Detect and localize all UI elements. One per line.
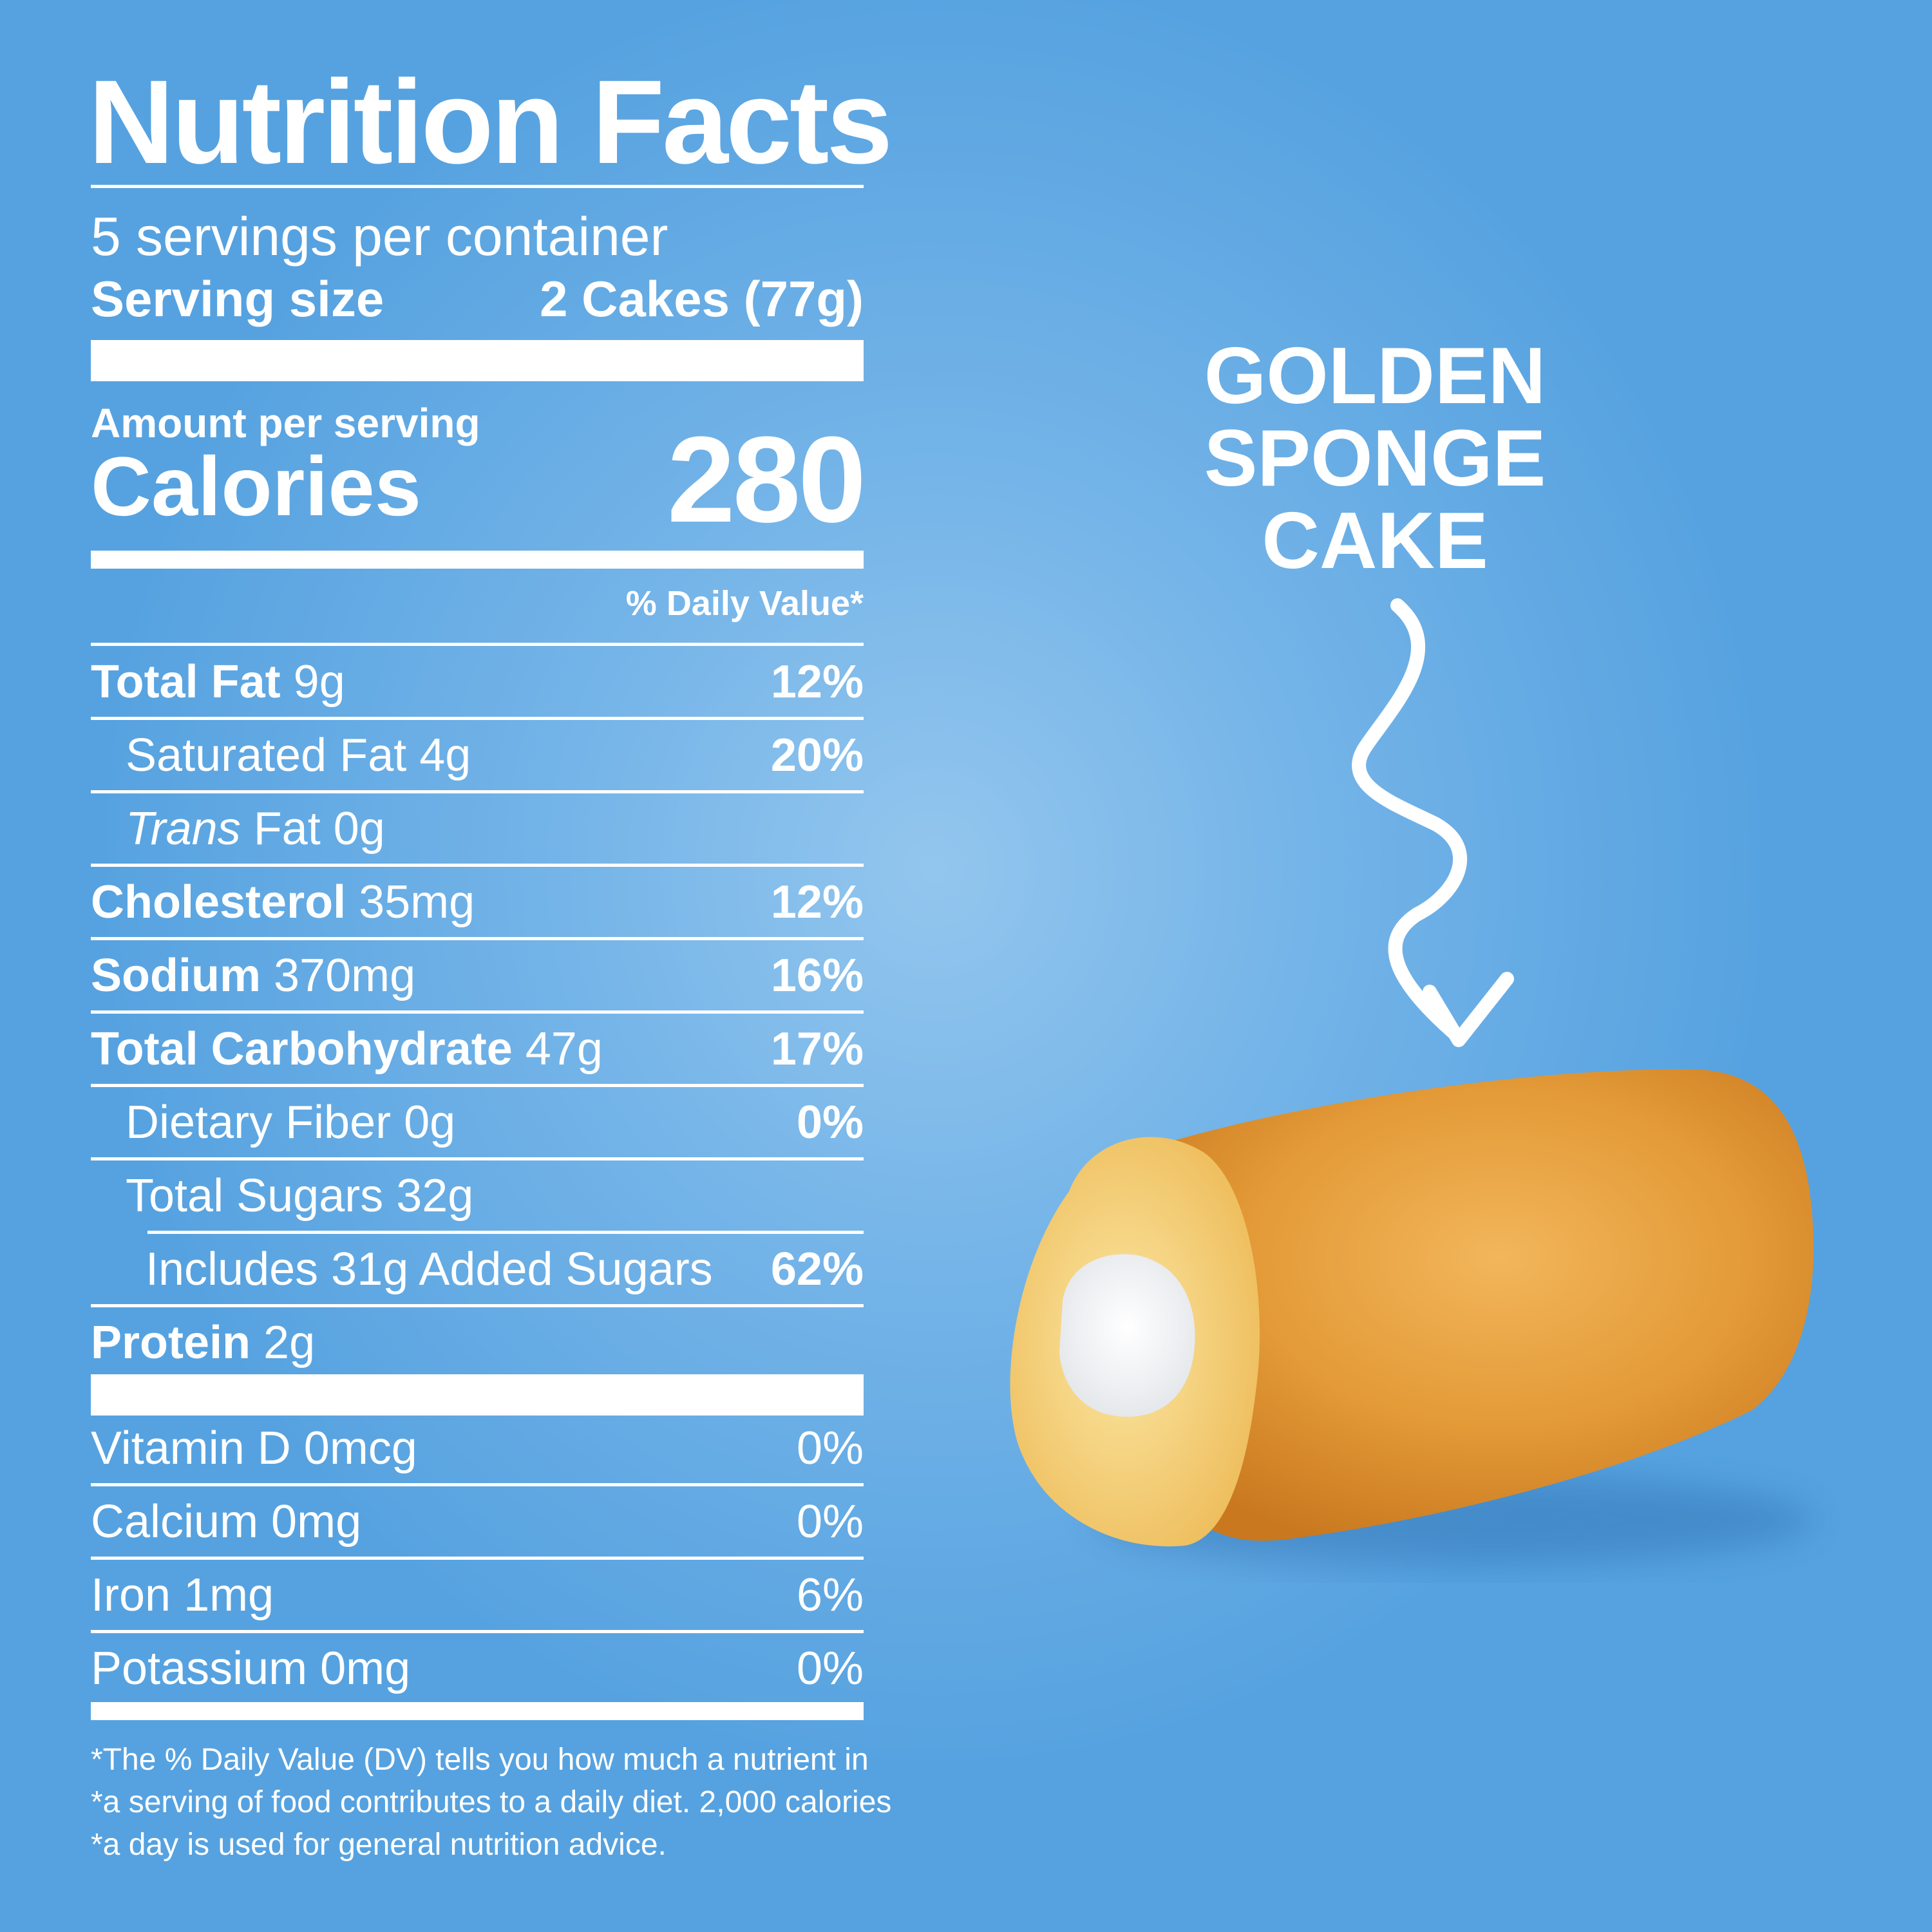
- nutrient-name: Total Sugars 32g: [126, 1170, 474, 1222]
- servings-per-container: 5 servings per container: [91, 206, 668, 267]
- nutrient-name: Fat 0g: [253, 803, 385, 855]
- nutrient-name: Total Carbohydrate: [91, 1023, 513, 1075]
- nutrient-row-total-fat: Total Fat 9g 12%: [91, 656, 864, 708]
- footnote-line: *The % Daily Value (DV) tells you how mu…: [91, 1743, 869, 1777]
- nutrient-row-sodium: Sodium 370mg 16%: [91, 949, 864, 1002]
- nutrient-name: Dietary Fiber 0g: [126, 1097, 456, 1148]
- vitamin-row-iron: Iron 1mg 6%: [91, 1569, 864, 1622]
- serving-size-label: Serving size: [91, 270, 384, 327]
- row-divider: [91, 937, 864, 940]
- nutrient-row-saturated-fat: Saturated Fat 4g 20%: [91, 729, 864, 782]
- nutrient-row-trans-fat: Trans Fat 0g: [91, 802, 864, 855]
- cream-filling: [1059, 1254, 1195, 1417]
- squiggly-down-arrow-icon: [1352, 598, 1514, 1047]
- vitamin-row-vitamin-d: Vitamin D 0mcg 0%: [91, 1422, 864, 1475]
- vitamin-dv: 0%: [796, 1423, 864, 1474]
- nutrient-name-italic: Trans: [126, 803, 241, 855]
- nutrient-name: Total Fat: [91, 656, 281, 708]
- daily-value-footnote: *The % Daily Value (DV) tells you how mu…: [91, 1739, 892, 1866]
- nutrient-row-dietary-fiber: Dietary Fiber 0g 0%: [91, 1096, 864, 1149]
- thick-divider-top: [91, 340, 864, 381]
- nutrient-name: Cholesterol: [91, 876, 346, 928]
- row-divider: [91, 717, 864, 720]
- nutrient-name: Protein: [91, 1317, 251, 1368]
- nutrient-amount: 370mg: [274, 950, 416, 1001]
- footnote-line: *a serving of food contributes to a dail…: [91, 1785, 892, 1819]
- nutrient-dv: 12%: [770, 656, 864, 708]
- nutrient-row-added-sugars: Includes 31g Added Sugars 62%: [91, 1243, 864, 1296]
- nutrition-facts-title: Nutrition Facts: [88, 56, 893, 189]
- vitamin-name: Iron 1mg: [91, 1569, 274, 1621]
- row-divider: [91, 1304, 864, 1307]
- callout-line: SPONGE: [1204, 414, 1546, 503]
- nutrient-row-cholesterol: Cholesterol 35mg 12%: [91, 876, 864, 929]
- serving-size-row: Serving size 2 Cakes (77g): [91, 274, 864, 324]
- nutrient-amount: 2g: [263, 1317, 316, 1368]
- nutrient-dv: 20%: [770, 730, 864, 781]
- nutrient-name: Sodium: [91, 950, 261, 1001]
- nutrient-dv: 62%: [770, 1244, 864, 1295]
- footnote-line: *a day is used for general nutrition adv…: [91, 1828, 667, 1862]
- bottom-divider: [91, 1702, 864, 1720]
- callout-line: GOLDEN: [1204, 332, 1546, 421]
- nutrient-dv: 12%: [770, 876, 864, 928]
- row-divider: [91, 1483, 864, 1486]
- row-divider-indented: [147, 1231, 864, 1234]
- vitamin-name: Calcium 0mg: [91, 1496, 362, 1548]
- row-divider: [91, 864, 864, 867]
- vitamin-dv: 0%: [796, 1496, 864, 1548]
- daily-value-header: % Daily Value*: [625, 584, 864, 623]
- calories-label: Calories: [91, 439, 422, 533]
- nutrient-name: Saturated Fat 4g: [126, 730, 471, 781]
- vitamin-row-calcium: Calcium 0mg 0%: [91, 1495, 864, 1548]
- amount-per-serving: Amount per serving: [91, 400, 480, 446]
- dv-divider: [91, 643, 864, 646]
- callout-line: CAKE: [1262, 497, 1488, 585]
- nutrient-dv: 17%: [770, 1023, 864, 1075]
- vitamin-dv: 0%: [796, 1643, 864, 1694]
- nutrient-row-total-sugars: Total Sugars 32g: [91, 1170, 864, 1222]
- nutrient-amount: 47g: [525, 1023, 603, 1075]
- vitamin-dv: 6%: [796, 1569, 864, 1621]
- vitamin-row-potassium: Potassium 0mg 0%: [91, 1642, 864, 1695]
- row-divider: [91, 1010, 864, 1014]
- row-divider: [91, 1630, 864, 1633]
- title-divider: [91, 185, 864, 188]
- calories-value: 280: [667, 412, 866, 548]
- calories-divider: [91, 551, 864, 569]
- nutrient-row-total-carbohydrate: Total Carbohydrate 47g 17%: [91, 1023, 864, 1075]
- vitamin-name: Potassium 0mg: [91, 1643, 411, 1694]
- row-divider: [91, 1157, 864, 1160]
- golden-sponge-cake-callout: GOLDEN SPONGE CAKE: [1185, 335, 1565, 582]
- nutrient-name: Includes 31g Added Sugars: [146, 1244, 713, 1295]
- nutrient-amount: 35mg: [359, 876, 475, 928]
- nutrient-dv: 0%: [796, 1097, 864, 1148]
- nutrient-dv: 16%: [770, 950, 864, 1001]
- vitamin-name: Vitamin D 0mcg: [91, 1423, 417, 1474]
- nutrient-row-protein: Protein 2g: [91, 1316, 864, 1369]
- row-divider: [91, 790, 864, 793]
- row-divider: [91, 1084, 864, 1087]
- thick-divider-protein: [91, 1374, 864, 1416]
- serving-size-value: 2 Cakes (77g): [540, 270, 864, 327]
- nutrient-amount: 9g: [293, 656, 345, 708]
- sponge-cake-image: [1010, 1069, 1816, 1565]
- row-divider: [91, 1557, 864, 1560]
- cake-crust: [1114, 1069, 1814, 1541]
